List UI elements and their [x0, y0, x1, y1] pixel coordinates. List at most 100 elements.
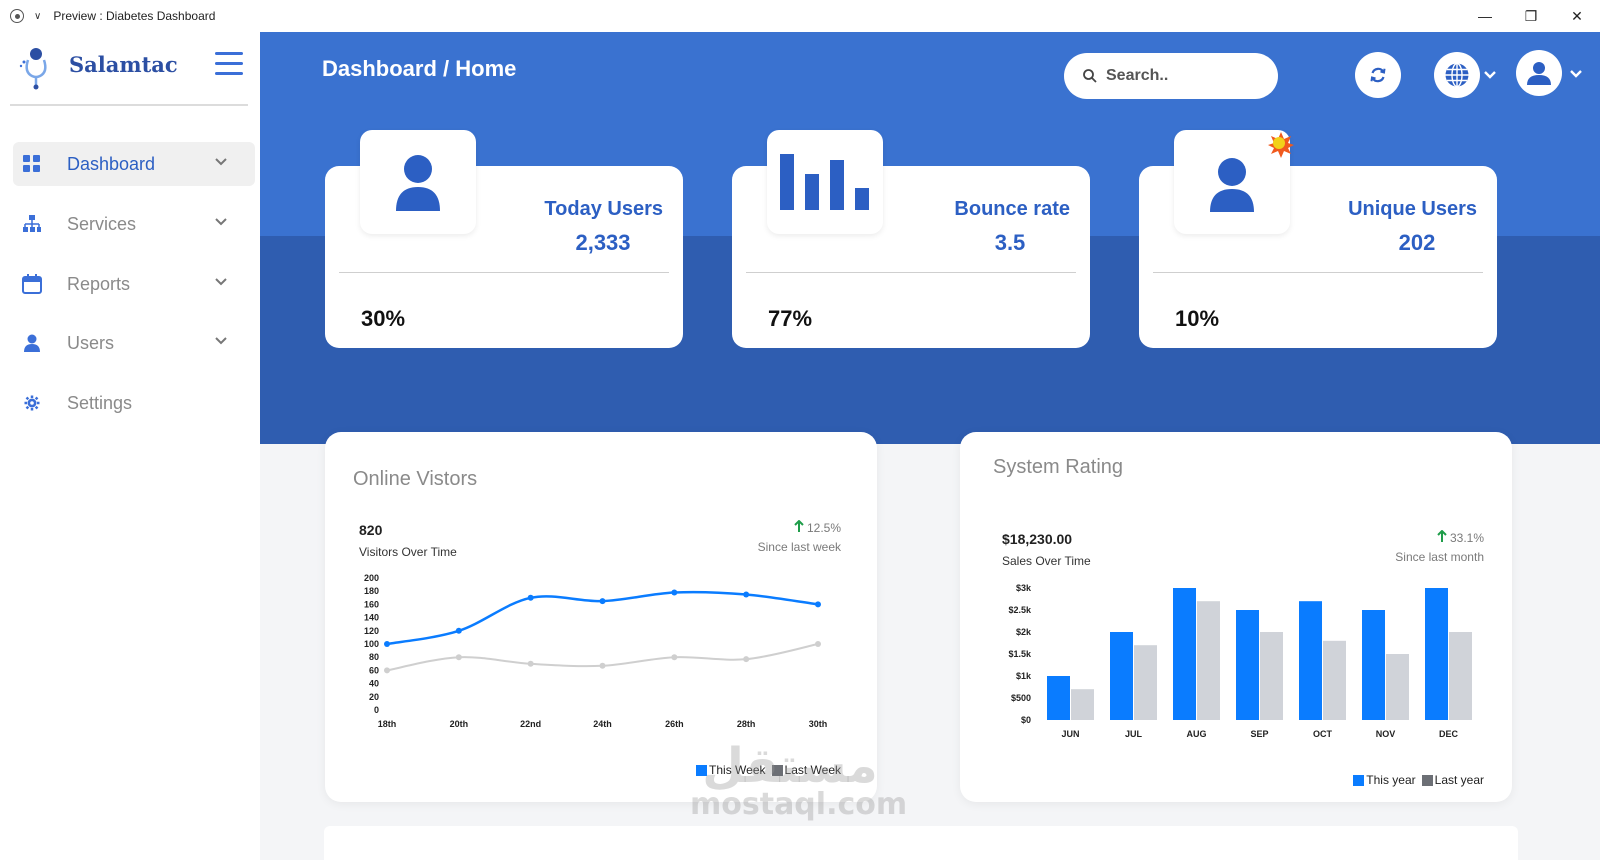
- language-button[interactable]: [1434, 52, 1480, 98]
- x-tick-label: 18th: [378, 719, 397, 729]
- grid-icon: [21, 153, 43, 175]
- user-avatar-icon: [1527, 62, 1551, 85]
- x-tick-label: 22nd: [520, 719, 541, 729]
- change-indicator: 33.1%: [1436, 529, 1484, 545]
- window-menu-chevron-icon[interactable]: ∨: [34, 10, 42, 22]
- x-tick-label: OCT: [1313, 729, 1333, 739]
- watermark-arabic: مستقل: [702, 738, 878, 794]
- window-title: Preview : Diabetes Dashboard: [53, 9, 216, 23]
- y-tick-label: 60: [369, 665, 379, 675]
- sales-bar-chart: $0 $500 $1k $1.5k $2k $2.5k $3k JUN JUL AUG SEP OCT…: [1008, 583, 1472, 739]
- y-tick-label: 120: [364, 626, 379, 636]
- watermark-latin: mostaql.com: [690, 787, 908, 822]
- y-tick-label: $2.5k: [1008, 605, 1032, 615]
- divider: [339, 272, 669, 273]
- account-button[interactable]: [1516, 50, 1562, 96]
- sidebar: Salamtac Dashboard Services Reports User…: [0, 32, 260, 860]
- sidebar-item-reports[interactable]: Reports: [13, 262, 255, 306]
- legend-swatch-this-week: [696, 764, 708, 776]
- chart-legend: This year Last year: [1347, 773, 1484, 787]
- y-tick-label: 140: [364, 613, 379, 623]
- x-tick-label: DEC: [1439, 729, 1459, 739]
- bar-this-year: [1362, 610, 1385, 720]
- bar-last-year: [1197, 601, 1220, 720]
- visitors-line-chart: 0 20 40 60 80 100 120 140 160 180 200 18th 20th 22nd 2…: [364, 573, 828, 729]
- data-point: [743, 656, 750, 663]
- y-tick-label: 160: [364, 599, 379, 609]
- legend-swatch-last-year: [1421, 774, 1433, 786]
- y-tick-label: 180: [364, 586, 379, 596]
- y-tick-label: 100: [364, 639, 379, 649]
- sidebar-item-label: Settings: [67, 392, 133, 413]
- x-tick-label: 20th: [450, 719, 469, 729]
- bar-last-year: [1134, 645, 1157, 720]
- sales-total: $18,230.00: [1002, 531, 1073, 547]
- x-tick-label: 30th: [809, 719, 828, 729]
- app-icon[interactable]: [10, 9, 24, 23]
- change-period: Since last week: [757, 540, 841, 554]
- search-box[interactable]: [1064, 53, 1278, 99]
- system-rating-card: System Rating $18,230.00 Sales Over Time…: [960, 432, 1512, 802]
- legend-swatch-this-year: [1353, 774, 1365, 786]
- y-tick-label: $0: [1021, 715, 1031, 725]
- sidebar-item-dashboard[interactable]: Dashboard: [13, 142, 255, 186]
- minimize-button[interactable]: —: [1478, 8, 1492, 24]
- watermark: مستقل mostaql.com: [690, 738, 908, 822]
- data-point: [384, 667, 390, 674]
- y-tick-label: 0: [374, 705, 379, 715]
- refresh-button[interactable]: [1355, 52, 1401, 98]
- sidebar-item-users[interactable]: Users: [13, 321, 255, 365]
- sitemap-icon: [21, 213, 43, 235]
- chevron-down-icon[interactable]: [213, 274, 229, 290]
- data-point: [527, 594, 534, 601]
- restore-button[interactable]: ❐: [1524, 7, 1538, 24]
- y-tick-label: 80: [369, 652, 379, 662]
- data-point: [815, 641, 821, 647]
- search-input[interactable]: [1106, 67, 1256, 85]
- stat-icon-box: [1174, 130, 1294, 234]
- sidebar-item-label: Reports: [67, 273, 131, 294]
- sidebar-item-services[interactable]: Services: [13, 202, 255, 246]
- x-tick-label: NOV: [1376, 729, 1396, 739]
- menu-toggle-button[interactable]: [215, 52, 243, 76]
- user-icon: [396, 155, 440, 211]
- sidebar-item-label: Users: [67, 332, 115, 353]
- sidebar-item-settings[interactable]: Settings: [13, 381, 255, 425]
- bar-this-year: [1425, 588, 1448, 720]
- stat-icon-box: [360, 130, 476, 234]
- bar-this-year: [1236, 610, 1259, 720]
- brand-header: Salamtac: [10, 32, 248, 106]
- y-tick-label: $3k: [1016, 583, 1032, 593]
- data-point: [455, 627, 462, 634]
- bar-last-year: [1071, 689, 1094, 720]
- close-button[interactable]: ✕: [1571, 7, 1583, 24]
- user-icon: [21, 332, 43, 354]
- chart-subtitle: Visitors Over Time: [359, 545, 457, 559]
- legend-swatch-last-week: [771, 764, 783, 776]
- main-content: Dashboard / Home Today Users 2,333 30% B…: [260, 32, 1600, 860]
- data-point: [599, 598, 606, 605]
- x-tick-label: JUN: [1061, 729, 1079, 739]
- bar-last-year: [1323, 640, 1346, 720]
- divider: [1153, 272, 1483, 273]
- bar-last-year: [1449, 632, 1472, 720]
- y-tick-label: 20: [369, 692, 379, 702]
- change-value: 12.5%: [806, 521, 841, 535]
- legend-label: Last year: [1434, 773, 1484, 787]
- brand-name: Salamtac: [69, 52, 178, 77]
- x-tick-label: 26th: [665, 719, 684, 729]
- data-point: [671, 589, 678, 596]
- account-chevron-down-icon[interactable]: [1569, 67, 1583, 81]
- online-visitors-card: Online Vistors 820 Visitors Over Time 12…: [325, 432, 877, 802]
- user-badge-icon: [1210, 158, 1254, 212]
- data-point: [671, 654, 678, 661]
- x-tick-label: AUG: [1187, 729, 1207, 739]
- window-titlebar: ∨ Preview : Diabetes Dashboard — ❐ ✕: [0, 0, 1600, 32]
- language-chevron-down-icon[interactable]: [1483, 68, 1497, 82]
- chevron-down-icon[interactable]: [213, 214, 229, 230]
- chevron-down-icon[interactable]: [213, 333, 229, 349]
- stat-label: Today Users: [544, 198, 663, 220]
- chevron-down-icon[interactable]: [213, 154, 229, 170]
- legend-label: This Week: [709, 763, 766, 777]
- x-tick-label: JUL: [1125, 729, 1143, 739]
